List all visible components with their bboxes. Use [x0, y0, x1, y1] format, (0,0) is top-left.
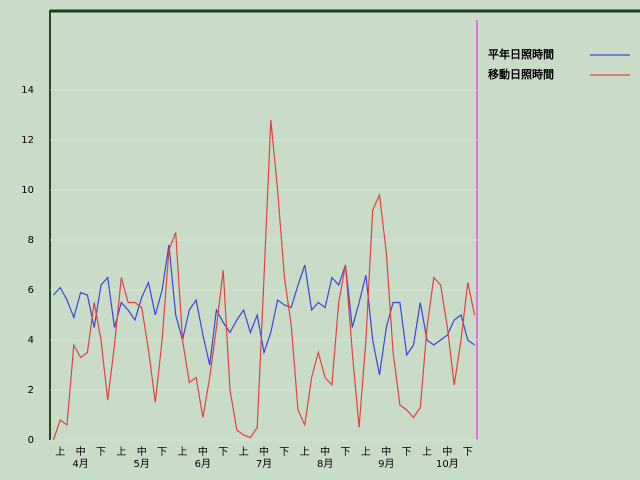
month-label: 4月	[72, 458, 88, 470]
x-tick-label: 中	[76, 445, 86, 458]
series-line	[52, 244, 475, 376]
x-tick-label: 上	[116, 446, 126, 458]
x-tick-label: 下	[279, 447, 289, 458]
x-tick-label: 中	[320, 445, 330, 458]
month-label: 10月	[436, 458, 459, 470]
x-tick-label: 上	[300, 446, 310, 458]
x-tick-label: 上	[55, 446, 65, 458]
y-tick-label: 14	[21, 85, 34, 96]
x-tick-label: 上	[361, 446, 371, 458]
x-tick-label: 上	[422, 446, 432, 458]
month-label: 7月	[256, 458, 272, 470]
x-tick-label: 下	[218, 447, 228, 458]
x-tick-label: 中	[381, 445, 391, 458]
x-tick-label: 下	[96, 447, 106, 458]
y-tick-label: 0	[28, 435, 34, 446]
x-tick-label: 下	[341, 447, 351, 458]
legend-label: 平年日照時間	[488, 47, 554, 61]
month-label: 6月	[195, 458, 211, 470]
x-tick-label: 中	[198, 445, 208, 458]
x-tick-label: 中	[259, 445, 269, 458]
x-tick-label: 上	[177, 446, 187, 458]
month-label: 9月	[378, 458, 394, 470]
x-tick-label: 中	[137, 445, 147, 458]
legend-label: 移動日照時間	[488, 67, 554, 81]
series-line	[52, 119, 476, 441]
y-tick-label: 6	[28, 285, 34, 296]
month-label: 5月	[134, 458, 150, 470]
x-tick-label: 上	[239, 446, 249, 458]
x-tick-label: 下	[157, 447, 167, 458]
y-tick-label: 4	[28, 335, 34, 346]
y-tick-label: 8	[28, 235, 34, 246]
x-tick-label: 下	[402, 447, 412, 458]
y-tick-label: 12	[21, 135, 34, 146]
x-tick-label: 中	[442, 445, 452, 458]
x-tick-label: 下	[463, 447, 473, 458]
y-tick-label: 2	[28, 385, 34, 396]
y-tick-label: 10	[21, 185, 34, 196]
month-label: 8月	[317, 458, 333, 470]
